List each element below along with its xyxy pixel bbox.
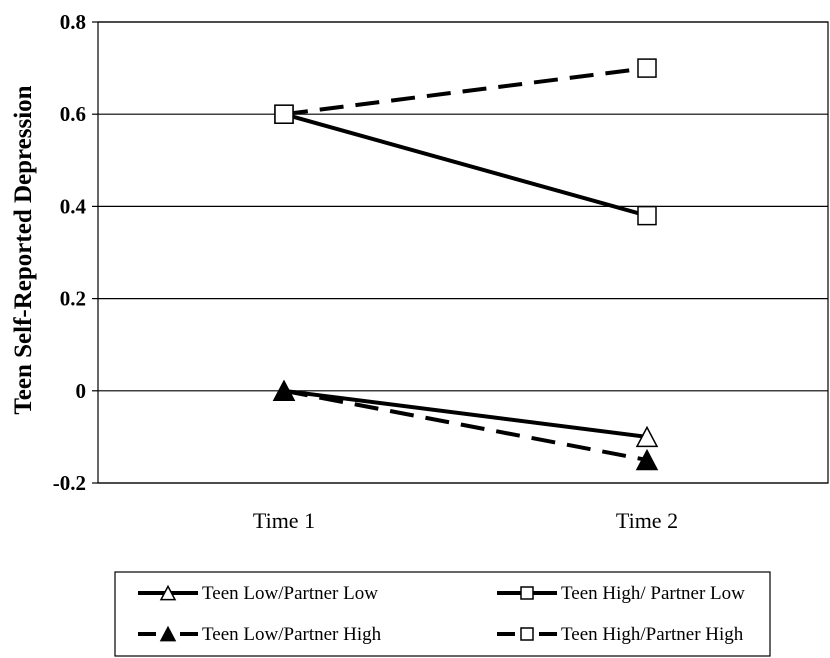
series-line-2 bbox=[283, 388, 648, 462]
y-axis-title: Teen Self-Reported Depression bbox=[10, 85, 37, 414]
x-tick-label: Time 1 bbox=[253, 508, 315, 533]
legend-box bbox=[114, 571, 771, 657]
y-tick-label: 0 bbox=[76, 379, 87, 403]
data-point bbox=[635, 425, 659, 448]
data-point bbox=[637, 58, 657, 78]
data-point bbox=[272, 379, 296, 402]
legend-marker bbox=[159, 584, 177, 601]
series-lines bbox=[283, 66, 648, 462]
legend-marker bbox=[520, 586, 534, 600]
series-line-1 bbox=[283, 112, 648, 218]
series-line-0 bbox=[283, 388, 648, 439]
legend-marker bbox=[159, 625, 177, 642]
y-tick-label: 0.8 bbox=[60, 10, 86, 34]
x-tick-label: Time 2 bbox=[616, 508, 678, 533]
data-point bbox=[274, 104, 294, 124]
series-markers bbox=[272, 58, 659, 471]
data-point bbox=[635, 448, 659, 471]
legend-label: Teen High/Partner High bbox=[561, 624, 744, 645]
legend-item: Teen High/ Partner Low bbox=[497, 583, 745, 604]
legend-label: Teen High/ Partner Low bbox=[561, 583, 745, 604]
legend-item: Teen High/Partner High bbox=[497, 624, 744, 645]
y-tick-label: 0.2 bbox=[60, 287, 86, 311]
y-tick-label: -0.2 bbox=[53, 471, 86, 495]
legend-label: Teen Low/Partner Low bbox=[202, 583, 378, 604]
gridlines bbox=[98, 21, 828, 484]
legend-marker bbox=[520, 627, 534, 641]
legend-item: Teen Low/Partner Low bbox=[138, 583, 378, 604]
y-tick-label: 0.4 bbox=[60, 194, 87, 218]
legend-label: Teen Low/Partner High bbox=[202, 624, 382, 645]
data-point bbox=[637, 205, 657, 226]
y-tick-label: 0.6 bbox=[60, 102, 86, 126]
legend-item: Teen Low/Partner High bbox=[138, 624, 382, 645]
y-axis-ticks: -0.2 0 0.2 0.4 0.6 0.8 bbox=[53, 10, 98, 495]
x-axis-ticks: Time 1 Time 2 bbox=[253, 508, 678, 533]
series-line-3 bbox=[283, 66, 648, 117]
legend: Teen Low/Partner Low Teen High/ Partner L… bbox=[114, 571, 771, 657]
